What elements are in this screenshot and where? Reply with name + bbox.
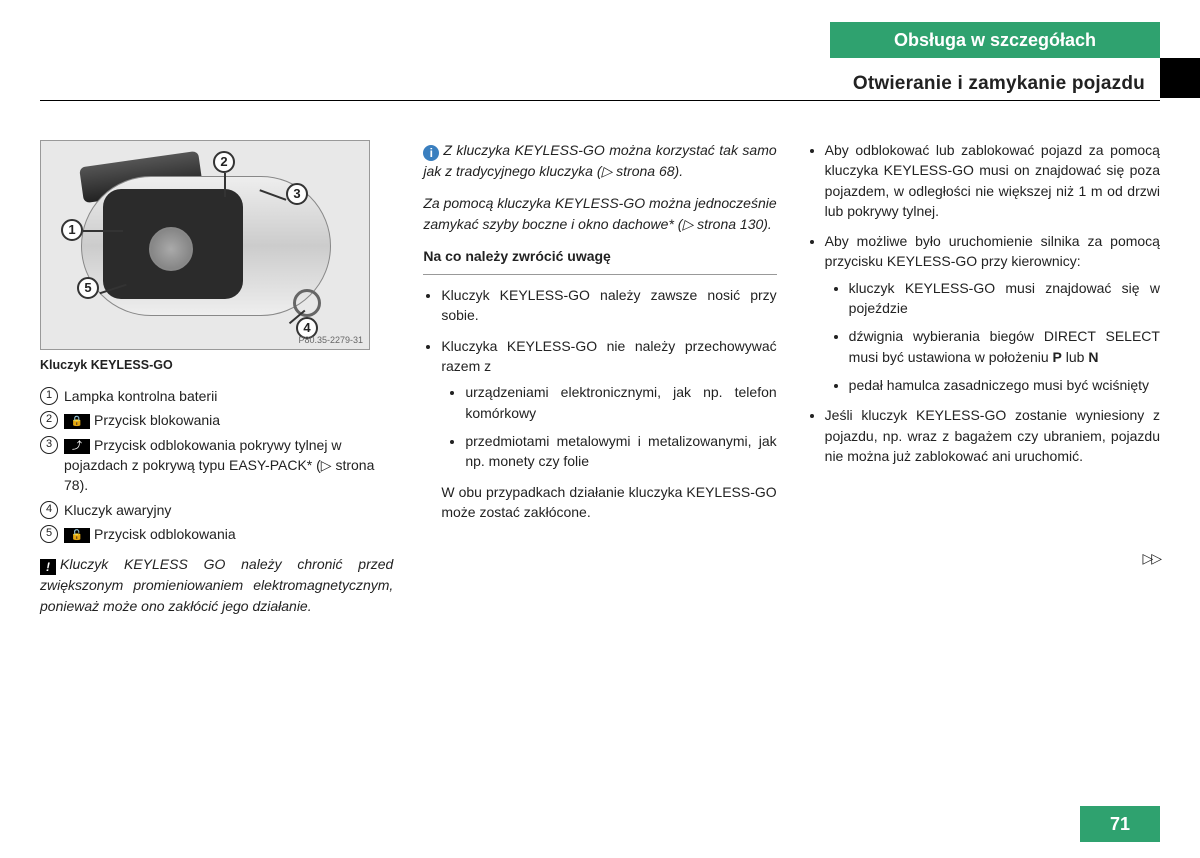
paragraph: Za pomocą kluczyka KEYLESS-GO można jedn… [423, 193, 776, 234]
callout-1: 1 [61, 219, 83, 241]
legend-num: 2 [40, 411, 58, 429]
column-2: iZ kluczyka KEYLESS-GO można korzystać t… [423, 140, 776, 628]
chapter-title: Obsługa w szczegółach [894, 27, 1096, 53]
info-icon: i [423, 145, 439, 161]
legend-text: Lampka kontrolna baterii [64, 386, 217, 406]
manual-page: Obsługa w szczegółach Otwieranie i zamyk… [0, 0, 1200, 858]
page-number-badge: 71 [1080, 806, 1160, 842]
section-rule [40, 100, 1160, 101]
info-text: Z kluczyka KEYLESS-GO można korzystać ta… [423, 142, 776, 179]
info-paragraph: iZ kluczyka KEYLESS-GO można korzystać t… [423, 140, 776, 181]
sub-bullet-item: kluczyk KEYLESS-GO musi znajdować się w … [849, 278, 1160, 319]
bullet-list: Kluczyk KEYLESS-GO należy zawsze nosić p… [423, 285, 776, 471]
sub-bullet-item: pedał hamulca zasadniczego musi być wciś… [849, 375, 1160, 395]
subsection-rule [423, 274, 776, 275]
legend-item-2: 2 🔒 Przycisk blokowania [40, 410, 393, 430]
content-columns: 1 2 3 4 5 P80.35-2279-31 Kluczyk KEYLESS… [40, 140, 1160, 628]
legend-item-1: 1 Lampka kontrolna baterii [40, 386, 393, 406]
page-number: 71 [1110, 811, 1130, 837]
legend-num: 4 [40, 501, 58, 519]
warning-text: Kluczyk KEYLESS GO należy chronić przed … [40, 556, 393, 613]
bullet-text: Aby możliwe było uruchomienie silnika za… [825, 233, 1160, 269]
closing-paragraph: W obu przypadkach działanie kluczyka KEY… [441, 482, 776, 523]
callout-line [83, 230, 123, 232]
callout-5: 5 [77, 277, 99, 299]
sub-bullet-list: kluczyk KEYLESS-GO musi znajdować się w … [825, 278, 1160, 395]
figure-caption: Kluczyk KEYLESS-GO [40, 356, 393, 374]
lock-icon: 🔒 [64, 414, 90, 429]
callout-line [224, 173, 226, 197]
column-1: 1 2 3 4 5 P80.35-2279-31 Kluczyk KEYLESS… [40, 140, 393, 628]
continue-icon: ▷▷ [1142, 548, 1160, 568]
figure-reference: P80.35-2279-31 [298, 334, 363, 347]
legend-item-3: 3 ⤴Przycisk odblokowania pokrywy tylnej … [40, 435, 393, 496]
sub-bullet-item: urządzeniami elektronicznymi, jak np. te… [465, 382, 776, 423]
legend-text: Kluczyk awaryjny [64, 500, 171, 520]
legend-text: Przycisk odblokowania pokrywy tylnej w p… [64, 437, 374, 494]
chapter-band: Obsługa w szczegółach [830, 22, 1160, 58]
unlock-icon: 🔓 [64, 528, 90, 543]
gear-p: P [1053, 349, 1062, 365]
bullet-item: Kluczyk KEYLESS-GO należy zawsze nosić p… [441, 285, 776, 326]
bullet-item: Aby możliwe było uruchomienie silnika za… [825, 231, 1160, 395]
warning-icon: ! [40, 559, 56, 575]
legend-text: Przycisk odblokowania [94, 526, 236, 542]
warning-paragraph: !Kluczyk KEYLESS GO należy chronić przed… [40, 554, 393, 616]
subsection-title: Na co należy zwrócić uwagę [423, 246, 776, 266]
legend-item-5: 5 🔓 Przycisk odblokowania [40, 524, 393, 544]
legend-item-4: 4 Kluczyk awaryjny [40, 500, 393, 520]
key-figure: 1 2 3 4 5 P80.35-2279-31 [40, 140, 370, 350]
column-3: Aby odblokować lub zablokować pojazd za … [807, 140, 1160, 628]
trunk-icon: ⤴ [64, 439, 90, 454]
sub-bullet-list: urządzeniami elektronicznymi, jak np. te… [441, 382, 776, 471]
section-title: Otwieranie i zamykanie pojazdu [853, 70, 1145, 98]
callout-2: 2 [213, 151, 235, 173]
bullet-item: Aby odblokować lub zablokować pojazd za … [825, 140, 1160, 221]
callout-3: 3 [286, 183, 308, 205]
key-logo [149, 227, 193, 271]
bullet-list: Aby odblokować lub zablokować pojazd za … [807, 140, 1160, 466]
legend-num: 1 [40, 387, 58, 405]
key-ring [293, 289, 321, 317]
sub-bullet-item: przedmiotami metalowymi i metalizowanymi… [465, 431, 776, 472]
edge-tab [1160, 58, 1200, 98]
sub-bullet-item: dźwignia wybierania biegów DIRECT SELECT… [849, 326, 1160, 367]
legend-num: 3 [40, 436, 58, 454]
bullet-item: Kluczyka KEYLESS-GO nie należy przechowy… [441, 336, 776, 472]
bullet-item: Jeśli kluczyk KEYLESS-GO zostanie wynies… [825, 405, 1160, 466]
gear-n: N [1088, 349, 1098, 365]
bullet-text: Kluczyka KEYLESS-GO nie należy przechowy… [441, 338, 776, 374]
legend-text: Przycisk blokowania [94, 412, 220, 428]
legend-num: 5 [40, 525, 58, 543]
